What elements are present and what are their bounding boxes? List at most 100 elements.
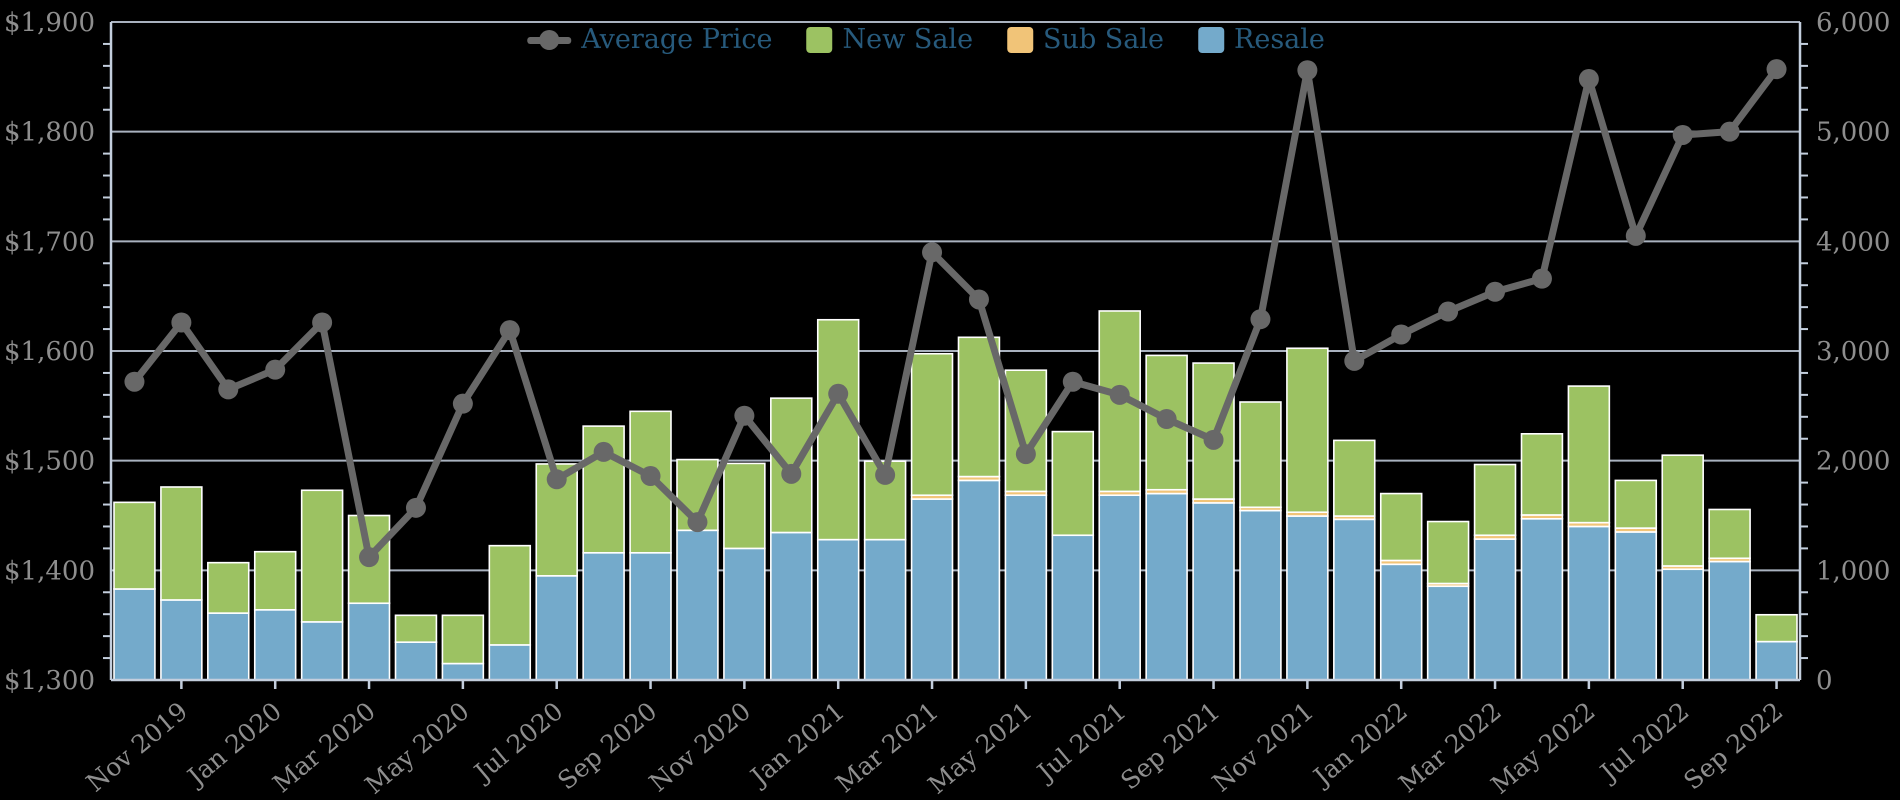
bar-segment-resale[interactable]	[253, 609, 297, 681]
bar-segment-resale[interactable]	[441, 662, 485, 681]
bar-segment-resale[interactable]	[1192, 502, 1235, 681]
average-price-point[interactable]	[1015, 444, 1036, 465]
bar-segment-new-sale[interactable]	[910, 352, 954, 497]
average-price-point[interactable]	[1531, 268, 1552, 289]
average-price-point[interactable]	[875, 464, 896, 485]
bar-segment-new-sale[interactable]	[207, 561, 250, 614]
bar-segment-resale[interactable]	[1004, 494, 1048, 681]
bar-segment-resale[interactable]	[770, 531, 813, 681]
bar-segment-resale[interactable]	[160, 599, 203, 681]
average-price-point[interactable]	[922, 242, 943, 263]
bar-segment-resale[interactable]	[1333, 518, 1376, 681]
bar-segment-resale[interactable]	[1567, 525, 1611, 681]
bar-segment-resale[interactable]	[1239, 509, 1282, 681]
bar-segment-resale[interactable]	[207, 612, 250, 681]
bar-segment-resale[interactable]	[629, 551, 672, 681]
bar-segment-resale[interactable]	[910, 498, 954, 681]
average-price-point[interactable]	[1438, 301, 1459, 322]
bar-segment-resale[interactable]	[1708, 560, 1751, 681]
bar-segment-new-sale[interactable]	[957, 336, 1001, 478]
bar-segment-resale[interactable]	[1473, 538, 1517, 681]
average-price-point[interactable]	[171, 312, 192, 333]
legend-item-sub-sale[interactable]: Sub Sale	[1007, 24, 1164, 55]
bar-segment-new-sale[interactable]	[816, 318, 860, 541]
average-price-point[interactable]	[546, 469, 567, 490]
average-price-point[interactable]	[1203, 429, 1224, 450]
average-price-point[interactable]	[359, 547, 380, 568]
bar-segment-resale[interactable]	[535, 575, 578, 681]
average-price-point[interactable]	[1625, 225, 1646, 246]
bar-segment-new-sale[interactable]	[1426, 520, 1470, 585]
legend-item-average-price[interactable]: Average Price	[527, 24, 773, 55]
average-price-point[interactable]	[968, 289, 989, 310]
bar-segment-new-sale[interactable]	[1051, 430, 1095, 537]
average-price-point[interactable]	[312, 312, 333, 333]
bar-segment-new-sale[interactable]	[1708, 508, 1751, 560]
bar-segment-new-sale[interactable]	[1473, 463, 1517, 537]
bar-segment-new-sale[interactable]	[1333, 439, 1376, 517]
average-price-point[interactable]	[1485, 281, 1506, 302]
bar-segment-resale[interactable]	[488, 644, 532, 681]
average-price-point[interactable]	[734, 405, 755, 426]
bar-segment-new-sale[interactable]	[253, 550, 297, 611]
bar-segment-new-sale[interactable]	[1379, 492, 1423, 562]
bar-segment-resale[interactable]	[863, 538, 907, 681]
bar-segment-new-sale[interactable]	[300, 489, 344, 623]
bar-segment-resale[interactable]	[394, 641, 438, 681]
average-price-point[interactable]	[593, 441, 614, 462]
bar-segment-resale[interactable]	[1755, 640, 1798, 681]
bar-segment-resale[interactable]	[1098, 494, 1141, 681]
bar-segment-new-sale[interactable]	[441, 614, 485, 665]
average-price-point[interactable]	[124, 371, 145, 392]
average-price-point[interactable]	[640, 466, 661, 487]
bar-segment-resale[interactable]	[1661, 568, 1704, 681]
bar-segment-new-sale[interactable]	[394, 614, 438, 643]
bar-segment-resale[interactable]	[347, 602, 391, 681]
average-price-point[interactable]	[405, 497, 426, 518]
bar-segment-resale[interactable]	[816, 538, 860, 681]
bar-segment-new-sale[interactable]	[1614, 479, 1658, 529]
bar-segment-resale[interactable]	[1145, 492, 1188, 681]
bar-segment-new-sale[interactable]	[488, 544, 532, 646]
average-price-point[interactable]	[1062, 371, 1083, 392]
legend-item-resale[interactable]: Resale	[1198, 24, 1325, 55]
bar-segment-resale[interactable]	[1286, 515, 1329, 681]
bar-segment-new-sale[interactable]	[723, 462, 766, 550]
bar-segment-new-sale[interactable]	[1661, 454, 1704, 567]
bar-segment-new-sale[interactable]	[1239, 401, 1282, 509]
average-price-point[interactable]	[1766, 59, 1787, 80]
average-price-point[interactable]	[1297, 60, 1318, 81]
bar-segment-resale[interactable]	[1520, 517, 1564, 681]
bar-segment-resale[interactable]	[676, 529, 719, 681]
average-price-point[interactable]	[1719, 121, 1740, 142]
bar-segment-new-sale[interactable]	[1567, 385, 1611, 524]
bar-segment-resale[interactable]	[1379, 563, 1423, 681]
bar-segment-new-sale[interactable]	[1755, 613, 1798, 643]
average-price-point[interactable]	[265, 359, 286, 380]
bar-segment-new-sale[interactable]	[1286, 347, 1329, 514]
average-price-point[interactable]	[1109, 384, 1130, 405]
bar-segment-new-sale[interactable]	[160, 486, 203, 601]
legend-item-new-sale[interactable]: New Sale	[806, 24, 973, 55]
bar-segment-resale[interactable]	[957, 479, 1001, 681]
average-price-point[interactable]	[218, 379, 239, 400]
bar-segment-resale[interactable]	[300, 621, 344, 681]
average-price-point[interactable]	[781, 463, 802, 484]
bar-segment-resale[interactable]	[582, 551, 625, 681]
average-price-point[interactable]	[452, 393, 473, 414]
bar-segment-resale[interactable]	[113, 588, 156, 681]
average-price-point[interactable]	[1391, 324, 1412, 345]
bar-segment-new-sale[interactable]	[1520, 432, 1564, 516]
bar-segment-resale[interactable]	[1051, 534, 1095, 681]
bar-segment-resale[interactable]	[1426, 585, 1470, 681]
bar-segment-new-sale[interactable]	[113, 501, 156, 590]
average-price-point[interactable]	[828, 383, 849, 404]
average-price-point[interactable]	[1156, 408, 1177, 429]
bar-segment-resale[interactable]	[1614, 531, 1658, 681]
average-price-point[interactable]	[1578, 69, 1599, 90]
average-price-point[interactable]	[1250, 309, 1271, 330]
average-price-point[interactable]	[499, 320, 520, 341]
bar-segment-resale[interactable]	[723, 547, 766, 681]
average-price-point[interactable]	[687, 512, 708, 533]
average-price-point[interactable]	[1672, 124, 1693, 145]
